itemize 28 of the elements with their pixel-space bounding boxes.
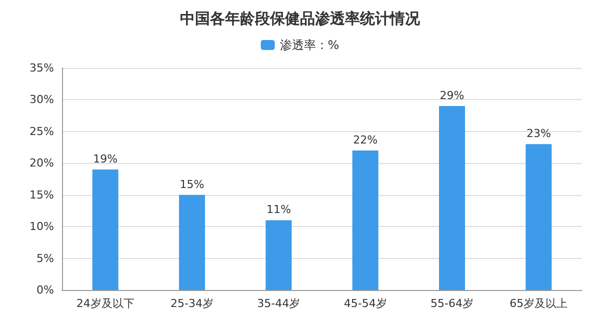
x-tick-label: 25-34岁 [170,297,214,310]
x-tick-label: 55-64岁 [430,297,474,310]
x-tick-label: 24岁及以下 [76,297,134,310]
y-tick-label: 15% [30,188,54,202]
bar [352,150,378,290]
y-tick-label: 30% [30,93,54,106]
legend-label: 渗透率：% [280,38,340,52]
data-label: 19% [93,152,118,166]
bar [92,169,118,290]
data-label: 11% [266,203,291,216]
x-tick-label: 35-44岁 [257,297,300,310]
data-label: 15% [180,178,204,191]
data-label: 23% [526,127,551,140]
y-tick-label: 10% [30,220,54,234]
bar [439,106,465,290]
y-tick-label: 35% [30,62,54,74]
y-tick-label: 20% [30,156,54,170]
bar [526,144,552,290]
x-tick-label: 65岁及以上 [510,297,568,310]
y-tick-label: 25% [30,124,54,138]
y-tick-label: 0% [36,284,54,296]
data-label: 29% [440,89,464,102]
y-tick-label: 5% [36,252,54,265]
bar [179,194,205,290]
chart-title: 中国各年龄段保健品渗透率统计情况 [180,10,421,28]
bar [266,220,292,290]
data-label: 22% [353,133,378,146]
x-tick-label: 45-54岁 [344,297,387,310]
